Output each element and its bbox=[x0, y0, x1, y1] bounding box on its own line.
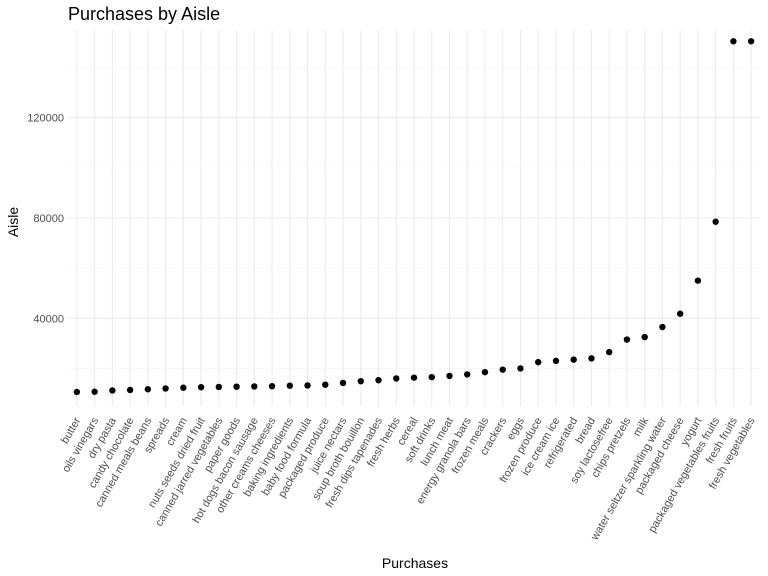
data-point bbox=[322, 381, 329, 388]
y-tick-label: 80000 bbox=[33, 213, 64, 225]
data-point bbox=[410, 374, 418, 381]
data-point bbox=[517, 365, 524, 372]
data-point bbox=[126, 386, 134, 394]
data-point bbox=[730, 38, 737, 45]
data-point bbox=[180, 384, 187, 391]
data-point bbox=[73, 388, 81, 396]
data-point bbox=[570, 356, 577, 363]
y-tick-labels: 40000 80000 120000 bbox=[27, 113, 64, 326]
data-point bbox=[215, 383, 223, 391]
data-point bbox=[676, 310, 684, 317]
data-point bbox=[375, 376, 382, 384]
grid bbox=[68, 30, 760, 406]
data-point bbox=[91, 388, 98, 395]
data-point bbox=[481, 368, 489, 376]
x-axis-title: Purchases bbox=[382, 555, 448, 571]
data-point bbox=[286, 382, 293, 389]
y-axis-title: Aisle bbox=[5, 207, 21, 238]
data-point bbox=[304, 382, 311, 389]
data-point bbox=[605, 348, 613, 356]
data-point bbox=[268, 382, 276, 390]
data-point bbox=[499, 366, 506, 373]
data-point bbox=[659, 323, 666, 331]
y-tick-label: 120000 bbox=[27, 113, 64, 125]
data-point bbox=[339, 379, 347, 387]
data-point bbox=[144, 386, 152, 393]
data-point bbox=[641, 333, 648, 341]
data-point bbox=[393, 375, 400, 382]
data-point bbox=[588, 355, 595, 362]
data-point bbox=[446, 372, 453, 380]
data-point bbox=[197, 384, 205, 391]
data-point bbox=[357, 377, 364, 385]
data-point bbox=[552, 357, 560, 365]
data-point bbox=[109, 387, 116, 394]
data-point bbox=[233, 383, 240, 390]
data-point bbox=[694, 277, 702, 284]
chart-title: Purchases by Aisle bbox=[68, 4, 220, 24]
data-points bbox=[73, 38, 755, 396]
data-point bbox=[162, 385, 169, 392]
data-point bbox=[747, 38, 755, 45]
data-point bbox=[623, 336, 631, 343]
data-point bbox=[712, 218, 719, 225]
data-point bbox=[251, 383, 258, 390]
y-tick-label: 40000 bbox=[33, 313, 64, 325]
data-point bbox=[464, 371, 471, 378]
data-point bbox=[535, 358, 542, 366]
data-point bbox=[428, 373, 435, 381]
